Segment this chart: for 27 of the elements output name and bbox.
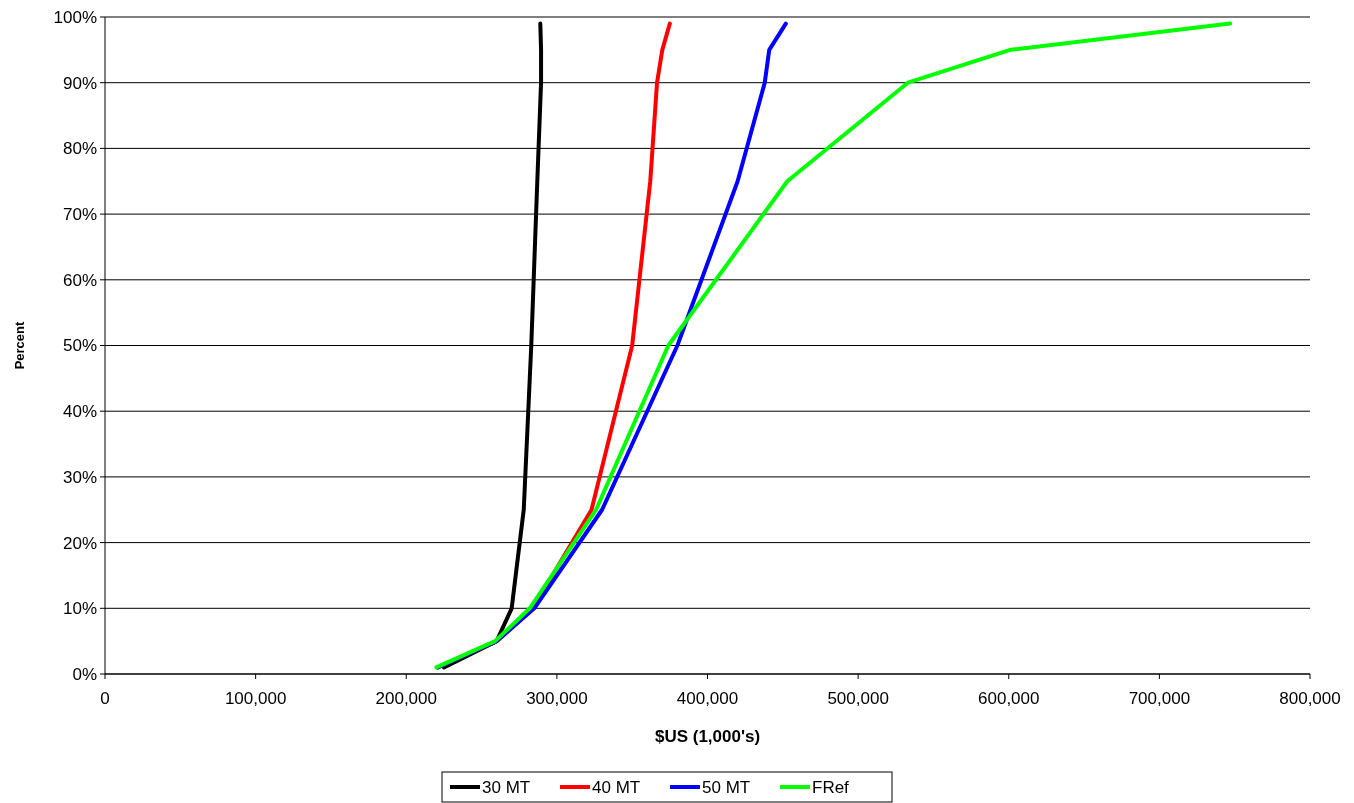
y-tick-label: 10% (62, 599, 97, 619)
y-tick-label: 0% (72, 664, 97, 684)
x-tick-label: 300,000 (526, 689, 588, 708)
y-tick-label: 70% (62, 205, 97, 225)
x-tick-label: 800,000 (1279, 689, 1341, 708)
legend-label: FRef (812, 777, 850, 797)
x-tick-label: 200,000 (375, 689, 437, 708)
y-tick-label: 100% (53, 7, 97, 27)
x-tick-label: 700,000 (1128, 689, 1191, 708)
y-axis-title: Percent (12, 320, 27, 370)
line-series (434, 21, 1233, 670)
legend-label: 40 MT (592, 777, 641, 797)
y-tick-label: 20% (62, 533, 97, 553)
x-axis-title: $US (1,000's) (654, 727, 761, 746)
x-tick-label: 400,000 (676, 689, 739, 708)
y-tick-label: 80% (62, 139, 97, 159)
y-tick-label: 60% (62, 270, 97, 290)
y-tick-label: 90% (62, 73, 97, 93)
x-tick-label: 0 (100, 689, 110, 708)
x-tick-label: 600,000 (978, 689, 1040, 708)
y-tick-label: 40% (62, 402, 97, 422)
legend-label: 50 MT (702, 777, 751, 797)
x-tick-label: 100,000 (224, 689, 287, 708)
legend-label: 30 MT (482, 777, 531, 797)
y-tick-label: 30% (62, 467, 97, 487)
x-tick-label: 500,000 (827, 689, 889, 708)
y-tick-label: 50% (62, 336, 97, 356)
